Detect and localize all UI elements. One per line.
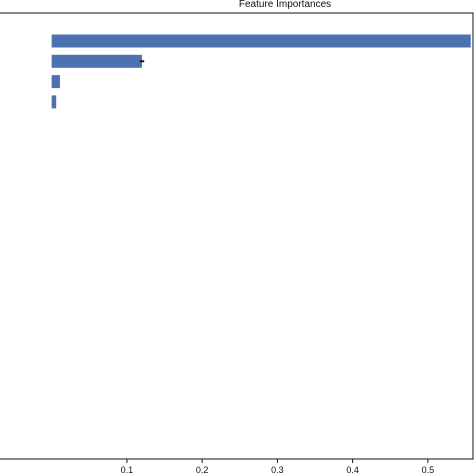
x-tick-label: 0.4	[346, 465, 359, 474]
plot-frame	[0, 12, 474, 460]
bar-2	[51, 54, 142, 68]
bar-3	[51, 75, 60, 89]
x-axis-ticks: 0.1 0.2 0.3 0.4 0.5	[121, 459, 434, 474]
x-tick-label: 0.2	[196, 465, 209, 474]
x-tick-label: 0.3	[271, 465, 284, 474]
x-tick-label: 0.1	[121, 465, 134, 474]
x-tick-label: 0.5	[422, 465, 435, 474]
bar-4	[51, 95, 57, 109]
chart-title: Feature Importances	[239, 0, 331, 10]
bar-1	[51, 34, 471, 48]
bars-group	[51, 34, 471, 109]
